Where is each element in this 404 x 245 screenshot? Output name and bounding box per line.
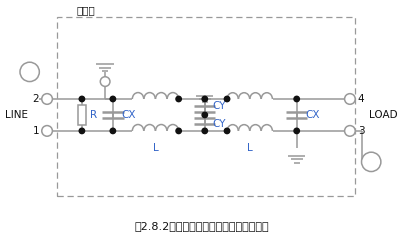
Text: LOAD: LOAD (369, 110, 398, 120)
Circle shape (79, 128, 84, 134)
Circle shape (294, 96, 299, 102)
Circle shape (345, 94, 355, 104)
Text: L: L (153, 143, 158, 153)
Bar (57, 17, 355, 196)
Text: 1: 1 (33, 126, 39, 136)
Text: CY: CY (213, 119, 226, 129)
Text: 図2.8.2　単相２段フィルタの回路構成例: 図2.8.2 単相２段フィルタの回路構成例 (135, 220, 269, 231)
Circle shape (176, 128, 181, 134)
Text: 3: 3 (358, 126, 364, 136)
Circle shape (202, 96, 208, 102)
Circle shape (79, 96, 84, 102)
Circle shape (362, 152, 381, 172)
Circle shape (202, 112, 208, 118)
Text: LINE: LINE (5, 110, 28, 120)
Bar (78, 105, 86, 125)
Text: ケース: ケース (76, 5, 95, 15)
Circle shape (42, 94, 53, 104)
Text: CX: CX (305, 110, 320, 120)
Text: R: R (90, 110, 97, 120)
Circle shape (176, 96, 181, 102)
Text: CY: CY (213, 101, 226, 111)
Circle shape (294, 128, 299, 134)
Circle shape (345, 126, 355, 136)
Circle shape (20, 62, 39, 82)
Circle shape (202, 128, 208, 134)
Text: 2: 2 (33, 94, 39, 104)
Text: L: L (247, 143, 252, 153)
Circle shape (110, 128, 116, 134)
Text: 4: 4 (358, 94, 364, 104)
Text: CX: CX (122, 110, 136, 120)
Circle shape (224, 128, 230, 134)
Circle shape (224, 96, 230, 102)
Circle shape (110, 96, 116, 102)
Circle shape (100, 77, 110, 86)
Circle shape (42, 126, 53, 136)
